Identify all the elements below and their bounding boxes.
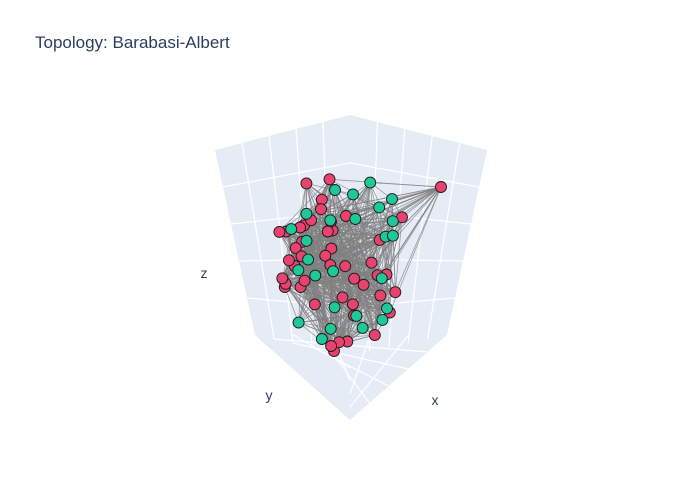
graph-node[interactable]: [435, 181, 447, 193]
graph-edge: [379, 239, 396, 293]
graph-node[interactable]: [289, 242, 302, 255]
graph-edge: [298, 315, 355, 323]
graph-edge: [338, 275, 378, 343]
graph-node[interactable]: [376, 313, 389, 326]
graph-edge: [334, 306, 388, 309]
graph-edge: [394, 186, 442, 293]
graph-node[interactable]: [308, 298, 321, 311]
graph-node[interactable]: [346, 298, 359, 311]
gridline: [427, 142, 461, 340]
graph-node[interactable]: [386, 229, 399, 242]
graph-node[interactable]: [292, 264, 305, 277]
graph-edge: [321, 255, 326, 340]
graph-edge: [300, 286, 383, 321]
graph-node[interactable]: [309, 269, 322, 282]
graph-node[interactable]: [300, 177, 313, 190]
graph-node[interactable]: [298, 274, 311, 287]
graph-node[interactable]: [339, 260, 352, 273]
graph-node[interactable]: [323, 173, 336, 186]
graph-node[interactable]: [302, 253, 315, 266]
graph-node[interactable]: [325, 340, 338, 352]
graph-node[interactable]: [315, 203, 327, 216]
graph-edge: [330, 221, 383, 321]
graph-edge: [354, 182, 371, 220]
graph-edge: [392, 186, 442, 236]
graph-node[interactable]: [300, 207, 313, 220]
graph-node[interactable]: [349, 213, 362, 225]
graph-node[interactable]: [348, 272, 361, 285]
graph-edge: [279, 179, 330, 233]
graph-edge: [391, 199, 396, 293]
graph-edge: [284, 286, 299, 323]
x-axis-label: x: [432, 392, 439, 408]
graph-node[interactable]: [300, 234, 313, 247]
graph-edge: [301, 207, 380, 243]
gridline: [222, 162, 351, 188]
graph-node[interactable]: [328, 301, 341, 314]
z-axis-label: z: [201, 265, 208, 281]
graph-node[interactable]: [365, 256, 378, 269]
gridline: [330, 350, 370, 404]
graph-node[interactable]: [315, 333, 328, 345]
graph-edge: [401, 186, 442, 218]
gridline: [293, 334, 351, 369]
graph-node[interactable]: [373, 201, 386, 214]
graph-node[interactable]: [364, 176, 377, 189]
graph-node[interactable]: [324, 214, 337, 227]
graph-edge: [385, 236, 387, 275]
graph-node[interactable]: [374, 289, 387, 302]
graph-node[interactable]: [368, 329, 381, 342]
graph-node[interactable]: [357, 278, 370, 291]
graph-node[interactable]: [321, 225, 334, 238]
gridline: [268, 135, 294, 344]
gridline: [349, 334, 410, 408]
graph-node[interactable]: [356, 321, 369, 334]
graph-edge: [298, 308, 388, 323]
graph-node[interactable]: [273, 225, 286, 238]
graph-node[interactable]: [386, 215, 399, 228]
gridline: [349, 162, 480, 188]
graph-nodes: [273, 173, 447, 357]
graph-edge: [302, 220, 393, 243]
graph-node[interactable]: [350, 309, 363, 322]
graph-node[interactable]: [347, 188, 359, 201]
graph-node[interactable]: [329, 184, 341, 196]
chart-title: Topology: Barabasi-Albert: [35, 33, 230, 52]
graph-edge: [332, 186, 442, 231]
graph-edge: [386, 186, 442, 275]
graph-node[interactable]: [282, 254, 295, 267]
graph-node[interactable]: [389, 286, 402, 299]
graph-edge: [288, 259, 390, 313]
graph-node[interactable]: [324, 322, 337, 335]
graph-node[interactable]: [276, 272, 289, 285]
graph-node[interactable]: [386, 193, 398, 206]
graph-node[interactable]: [292, 316, 305, 329]
graph-node[interactable]: [319, 249, 332, 262]
graph-edge: [306, 213, 348, 342]
graph-node[interactable]: [327, 265, 340, 278]
graph-node[interactable]: [381, 302, 393, 315]
graph-edge: [286, 231, 393, 237]
gridline: [241, 142, 275, 340]
gridline: [407, 135, 433, 344]
graph-edge: [303, 225, 348, 342]
y-axis-label: y: [266, 387, 273, 403]
graph-edge: [370, 182, 442, 188]
graph-node[interactable]: [336, 291, 349, 304]
graph-edge: [362, 239, 380, 328]
graph-edge: [300, 194, 354, 288]
graph-edge: [299, 186, 442, 228]
graph-node[interactable]: [375, 272, 388, 285]
gridline: [349, 334, 371, 395]
graph-edge: [285, 283, 323, 340]
graph-edge: [301, 241, 387, 275]
graph-node[interactable]: [285, 223, 298, 236]
